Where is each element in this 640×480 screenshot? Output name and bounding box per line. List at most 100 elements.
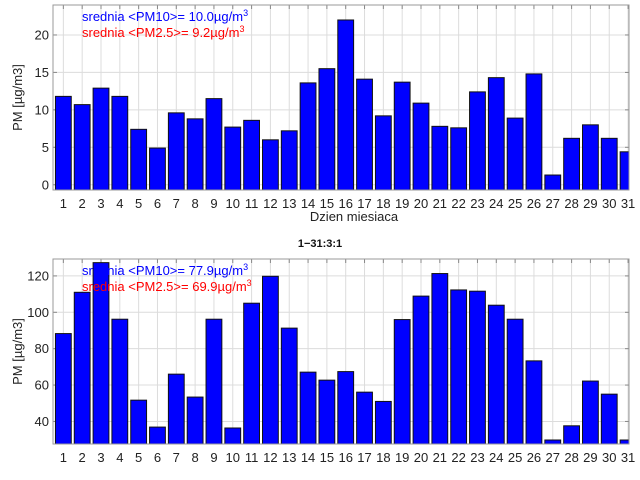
bar-day-3: [92, 87, 110, 190]
x-tick-label: 17: [357, 450, 371, 465]
bar-day-4: [111, 95, 129, 190]
y-tick-label: 40: [35, 414, 49, 429]
bar-day-13: [280, 130, 298, 190]
bar-day-30: [600, 137, 618, 190]
x-tick-label: 8: [192, 196, 199, 211]
bar-day-10: [224, 427, 242, 444]
bar-day-3: [92, 262, 110, 444]
x-tick-label: 30: [602, 196, 616, 211]
x-tick-label: 16: [338, 196, 352, 211]
x-tick-label: 6: [154, 450, 161, 465]
bar-day-16: [337, 371, 355, 444]
x-tick-label: 4: [116, 196, 123, 211]
bar-day-11: [243, 302, 260, 444]
bar-day-31: [619, 151, 629, 190]
x-tick-label: 23: [470, 196, 484, 211]
x-tick-label: 31: [621, 196, 635, 211]
y-axis-label: PM [µg/m3]: [10, 318, 25, 385]
y-tick-label: 15: [35, 65, 49, 80]
bar-day-28: [563, 137, 580, 190]
x-tick-label: 30: [602, 450, 616, 465]
x-tick-label: 22: [451, 450, 465, 465]
x-tick-label: 19: [395, 450, 409, 465]
bar-day-8: [186, 396, 204, 444]
x-tick-label: 15: [320, 450, 334, 465]
x-tick-label: 24: [489, 196, 503, 211]
x-tick-label: 6: [154, 196, 161, 211]
x-tick-label: 4: [116, 450, 123, 465]
bar-day-19: [393, 81, 411, 190]
bar-day-22: [450, 127, 468, 190]
x-tick-label: 18: [376, 196, 390, 211]
bar-day-29: [582, 380, 599, 444]
legend-annotation: srednia <PM10>= 77.9µg/m3: [82, 262, 248, 278]
bar-day-12: [262, 139, 279, 190]
bars: [54, 262, 629, 444]
x-tick-label: 8: [192, 450, 199, 465]
bar-day-1: [54, 95, 72, 190]
y-tick-label: 5: [42, 140, 49, 155]
x-tick-label: 2: [79, 196, 86, 211]
x-tick-label: 21: [433, 196, 447, 211]
bar-day-6: [149, 426, 166, 444]
bar-day-11: [243, 119, 260, 190]
x-tick-label: 9: [210, 196, 217, 211]
bar-day-30: [600, 393, 618, 444]
x-tick-label: 27: [546, 196, 560, 211]
bar-day-18: [374, 115, 392, 190]
x-tick-label: 9: [210, 450, 217, 465]
bar-day-2: [73, 104, 91, 190]
bar-day-14: [299, 82, 317, 190]
legend-annotation: srednia <PM10>= 10.0µg/m3: [82, 8, 248, 24]
bar-day-9: [205, 318, 223, 444]
bar-day-9: [205, 98, 223, 190]
x-tick-label: 16: [338, 450, 352, 465]
x-tick-label: 28: [564, 450, 578, 465]
x-tick-label: 26: [527, 196, 541, 211]
x-tick-label: 20: [414, 450, 428, 465]
bar-day-26: [525, 360, 543, 444]
x-tick-label: 10: [226, 196, 240, 211]
x-tick-label: 7: [173, 196, 180, 211]
y-tick-label: 20: [35, 27, 49, 42]
x-tick-label: 25: [508, 450, 522, 465]
x-tick-label: 12: [263, 450, 277, 465]
bar-day-15: [318, 379, 336, 444]
x-tick-label: 28: [564, 196, 578, 211]
x-tick-label: 20: [414, 196, 428, 211]
legend-annotation: srednia <PM2.5>= 9.2µg/m3: [82, 24, 244, 40]
bar-day-5: [130, 128, 148, 190]
bar-day-25: [506, 318, 524, 444]
bar-day-1: [54, 333, 72, 444]
x-tick-label: 24: [489, 450, 503, 465]
bar-day-8: [186, 118, 204, 190]
x-tick-label: 5: [135, 196, 142, 211]
x-tick-label: 14: [301, 450, 315, 465]
bar-day-14: [299, 371, 317, 444]
bar-day-16: [337, 19, 355, 190]
x-tick-label: 17: [357, 196, 371, 211]
bar-day-4: [111, 318, 129, 444]
bars: [54, 19, 629, 190]
x-tick-label: 7: [173, 450, 180, 465]
bar-day-6: [149, 147, 166, 190]
bar-day-20: [412, 295, 430, 444]
bar-day-29: [582, 124, 599, 190]
x-tick-label: 21: [433, 450, 447, 465]
bar-day-24: [487, 304, 505, 444]
x-tick-label: 10: [226, 450, 240, 465]
bar-day-27: [544, 174, 562, 190]
bar-day-27: [544, 439, 562, 444]
bar-day-25: [506, 117, 524, 190]
bar-day-21: [431, 125, 449, 190]
x-tick-label: 26: [527, 450, 541, 465]
x-tick-label: 14: [301, 196, 315, 211]
chart-title: 1−31:3:1: [298, 238, 342, 250]
axes-frame: [52, 4, 630, 191]
x-tick-label: 23: [470, 450, 484, 465]
x-tick-label: 13: [282, 196, 296, 211]
x-tick-label: 25: [508, 196, 522, 211]
